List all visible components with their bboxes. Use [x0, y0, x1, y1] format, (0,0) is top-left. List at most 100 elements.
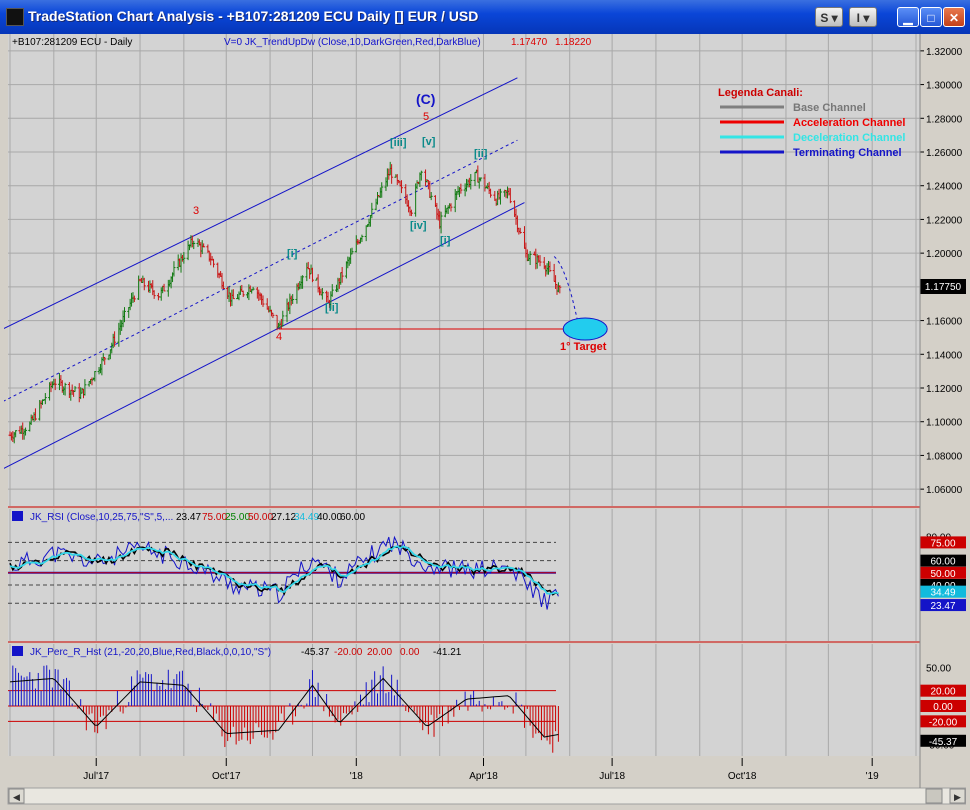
price-tick-label: 1.32000	[926, 47, 963, 58]
perc-r-value: -41.21	[433, 647, 462, 658]
channel-upper	[2, 77, 518, 330]
wave-label-5: 5	[423, 111, 429, 123]
rsi-value: 60.00	[340, 512, 365, 523]
wave-label-ii-top: [ii]	[474, 148, 488, 160]
x-tick-label: '19	[866, 771, 879, 782]
minimize-button[interactable]: ▁	[897, 7, 919, 27]
close-button[interactable]: ✕	[943, 7, 965, 27]
perc-r-values: -45.37 -20.00 20.00 0.00 -41.21	[301, 647, 462, 658]
perc-r-tag	[920, 715, 966, 728]
target-ellipse	[562, 317, 608, 341]
rsi-value: 27.12	[271, 512, 296, 523]
scroll-left-button[interactable]	[8, 788, 25, 804]
rsi-tag-value: 23.47	[930, 601, 955, 612]
indicator-value-2: 1.18220	[555, 37, 592, 48]
last-price-tag	[920, 279, 966, 294]
price-tick-label: 1.10000	[926, 418, 963, 429]
rsi-tag-value: 34.49	[930, 588, 955, 599]
symbol-label: +B107:281209 ECU - Daily	[12, 37, 132, 48]
scroll-right-button[interactable]	[949, 788, 966, 804]
indicator-value-1: 1.17470	[511, 37, 548, 48]
wave-label-i: [i]	[287, 248, 298, 260]
time-axis-background	[8, 758, 920, 788]
wave-label-iv: [iv]	[410, 220, 427, 232]
scroll-thumb[interactable]	[925, 788, 943, 804]
rsi-tag	[920, 536, 966, 549]
price-tick-label: 1.22000	[926, 215, 963, 226]
perc-r-tag	[920, 700, 966, 712]
price-panel-background	[8, 34, 920, 506]
perc-r-color-icon	[12, 646, 23, 656]
legend-base-channel: Base Channel	[793, 102, 866, 114]
x-tick-label: '18	[350, 771, 363, 782]
legend-terminating-channel: Terminating Channel	[793, 147, 902, 159]
x-tick-label: Oct'17	[212, 771, 241, 782]
perc-r-header: JK_Perc_R_Hst (21,-20,20,Blue,Red,Black,…	[30, 647, 271, 658]
chart-frame: 1.32000 1.30000 1.28000 1.26000 1.24000 1.220…	[2, 34, 967, 805]
scrollbar-track[interactable]	[7, 787, 967, 805]
price-tick-label: 1.06000	[926, 485, 963, 496]
price-tick-label: 1.28000	[926, 114, 963, 125]
rsi-value: 50.00	[248, 512, 273, 523]
rsi-value: 75.00	[202, 512, 227, 523]
perc-r-grid	[8, 644, 917, 756]
app-icon	[6, 8, 24, 26]
maximize-icon: □	[927, 11, 935, 25]
s-menu-button[interactable]: S ▾	[815, 7, 843, 27]
channel-lower	[2, 202, 525, 470]
title-bar: TradeStation Chart Analysis - +B107:2812…	[0, 0, 970, 34]
projection-path	[553, 256, 579, 325]
horizontal-scrollbar[interactable]: ◀ ▶	[7, 787, 967, 805]
scroll-left-icon: ◀	[13, 792, 20, 802]
rsi-smooth-line	[9, 545, 559, 595]
channel-legend: Legenda Canali: Base Channel Acceleratio…	[718, 87, 905, 159]
price-tick-label: 1.16000	[926, 317, 963, 328]
rsi-lines	[9, 535, 559, 610]
rsi-panel: JK_RSI (Close,10,25,75,"S",5,... 23.47 75…	[8, 509, 966, 641]
time-axis: Jul'17 Oct'17 '18 Apr'18 Jul'18 Oct'18 '19	[8, 758, 920, 788]
wave-label-c: (C)	[416, 91, 435, 107]
perc-r-value: -20.00	[334, 647, 363, 658]
rsi-value: 25.00	[225, 512, 250, 523]
last-price-value: 1.17750	[925, 282, 962, 293]
price-tick-label: 1.30000	[926, 81, 963, 92]
price-grid	[8, 34, 920, 506]
price-axis: 1.32000 1.30000 1.28000 1.26000 1.24000 1.220…	[920, 47, 963, 496]
x-tick-label: Jul'18	[599, 771, 625, 782]
perc-r-panel: JK_Perc_R_Hst (21,-20,20,Blue,Red,Black,…	[8, 644, 966, 756]
legend-acceleration-channel: Acceleration Channel	[793, 117, 905, 129]
perc-r-tag-value: -20.00	[929, 717, 958, 728]
legend-title: Legenda Canali:	[718, 87, 803, 99]
price-tick-label: 1.20000	[926, 249, 963, 260]
wave-label-iii: [iii]	[390, 137, 407, 149]
rsi-value: 34.49	[294, 512, 319, 523]
indicator-label: V=0 JK_TrendUpDw (Close,10,DarkGreen,Red…	[224, 37, 481, 48]
rsi-tag-value: 50.00	[930, 569, 955, 580]
perc-r-histogram	[9, 665, 559, 753]
perc-r-tag-value: 20.00	[930, 687, 955, 698]
wave-label-4: 4	[276, 331, 282, 343]
wave-channels	[2, 77, 525, 470]
rsi-tag-value: 60.00	[930, 557, 955, 568]
perc-r-value: 20.00	[367, 647, 392, 658]
perc-r-value: 0.00	[400, 647, 420, 658]
rsi-value: 40.00	[317, 512, 342, 523]
price-tick-label: 1.24000	[926, 182, 963, 193]
price-panel: 1.32000 1.30000 1.28000 1.26000 1.24000 1.220…	[2, 34, 966, 506]
price-tick-label: 1.26000	[926, 148, 963, 159]
maximize-button[interactable]: □	[920, 7, 942, 27]
projection	[278, 256, 608, 341]
x-tick-label: Oct'18	[728, 771, 757, 782]
i-menu-button[interactable]: I ▾	[849, 7, 877, 27]
rsi-tag	[920, 599, 966, 612]
perc-r-signal-line	[9, 677, 559, 738]
rsi-tag	[920, 566, 966, 579]
scroll-right-icon: ▶	[954, 792, 961, 802]
price-tick-label: 1.12000	[926, 384, 963, 395]
x-tick-label: Jul'17	[83, 771, 109, 782]
wave-label-3: 3	[193, 205, 199, 217]
wave-labels: (C) 5 3 4 [iii] [v] [ii] [i] [ii] [iv] […	[193, 91, 607, 353]
perc-r-tick-label: 50.00	[926, 664, 951, 675]
